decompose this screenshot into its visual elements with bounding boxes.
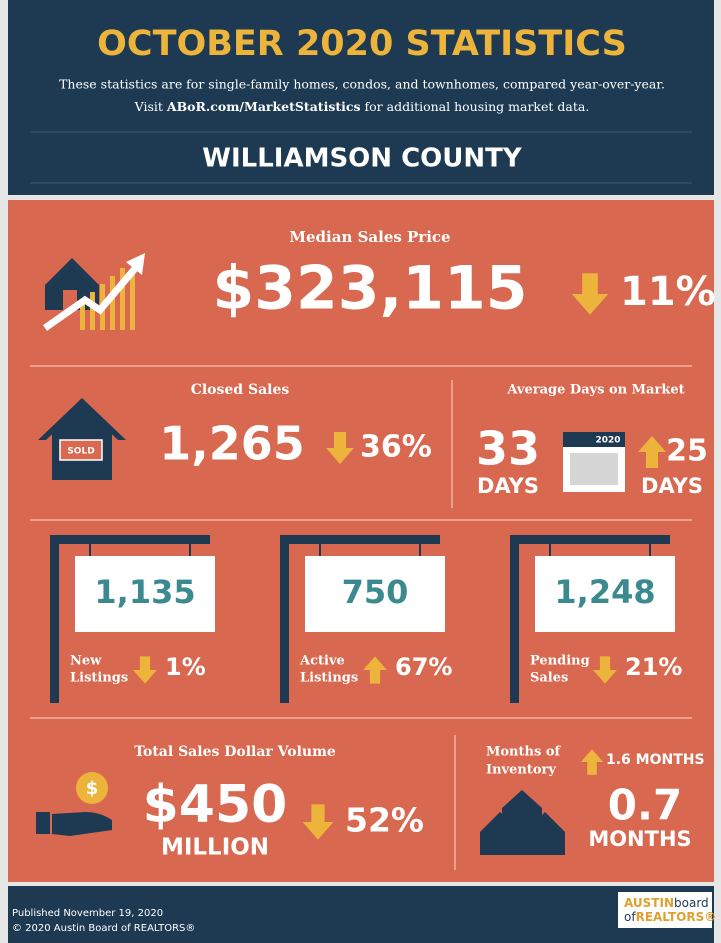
calendar-icon [563, 432, 625, 492]
sign-arm [510, 535, 670, 544]
published: Published November 19, 2020 [12, 908, 163, 919]
metric-unit: MILLION [161, 835, 269, 861]
sign-board [305, 556, 445, 632]
money-hand-icon [36, 772, 112, 836]
metric-label: Sales [530, 671, 568, 686]
metric-label: Average Days on Market [506, 383, 684, 398]
footer-band [8, 886, 714, 943]
metric-value: 0.7 [608, 781, 682, 830]
metric-label: Listings [300, 671, 358, 686]
sign-arm [280, 535, 440, 544]
logo-text: of [624, 910, 636, 924]
arrow-shape [638, 436, 666, 468]
metric-value: 1,135 [94, 573, 195, 611]
sign-post [50, 535, 59, 703]
metric-label: Median Sales Price [289, 228, 450, 246]
metric-label: Inventory [486, 763, 556, 778]
sign-post [280, 535, 289, 703]
icon-text: $ [86, 778, 99, 799]
arrow-shape [571, 273, 609, 315]
houses-icon [480, 790, 565, 855]
metric-change: 25 [666, 434, 708, 469]
change-arrow [593, 656, 617, 684]
header-band [8, 0, 714, 195]
logo: AUSTINboard [624, 896, 709, 910]
metric-label: New [70, 654, 102, 669]
logo: ofREALTORS® [624, 910, 716, 924]
metric-change: 36% [360, 430, 432, 465]
metric-change: 1.6 MONTHS [606, 752, 705, 768]
subtitle: Visit ABoR.com/MarketStatistics for addi… [134, 99, 590, 114]
change-arrow [133, 656, 157, 684]
sold-house-icon [38, 398, 126, 480]
change-arrow [638, 436, 666, 468]
metric-unit: MONTHS [588, 827, 691, 851]
change-arrow [326, 432, 354, 464]
change-arrow [302, 804, 334, 840]
metric-change: 21% [625, 653, 682, 681]
title: OCTOBER 2020 STATISTICS [97, 24, 627, 64]
subtitle-text: Visit [134, 99, 163, 114]
icon-text: SOLD [67, 447, 94, 457]
region: WILLIAMSON COUNTY [202, 144, 523, 174]
sign-board [75, 556, 215, 632]
arrow-shape [133, 656, 157, 684]
calendar-year: 2020 [595, 436, 620, 446]
metric-value: $323,115 [212, 254, 527, 324]
change-arrow [571, 273, 609, 315]
logo-text: board [674, 896, 709, 910]
metric-label: Pending [530, 654, 590, 669]
change-arrow [580, 749, 604, 775]
subtitle-text: for additional housing market data. [365, 99, 590, 114]
logo-text: REALTORS® [636, 910, 717, 924]
metric-label: Active [299, 654, 345, 669]
copyright: © 2020 Austin Board of REALTORS® [12, 923, 195, 934]
metric-label: Closed Sales [191, 382, 290, 398]
link: ABoR.com/MarketStatistics [166, 99, 361, 114]
arrow-shape [326, 432, 354, 464]
metric-value: 1,265 [159, 417, 305, 471]
change-arrow [363, 656, 387, 684]
logo-text: AUSTIN [624, 896, 674, 910]
metric-value: 33 [476, 422, 540, 476]
arrow-shape [593, 656, 617, 684]
metric-value: $450 [143, 775, 288, 835]
arrow-shape [580, 749, 604, 775]
metric-label: Listings [70, 671, 128, 686]
metric-value: 750 [342, 573, 409, 611]
metric-label: Total Sales Dollar Volume [134, 744, 336, 760]
sign-board [535, 556, 675, 632]
metric-change: 1% [165, 653, 206, 681]
metric-unit: DAYS [641, 474, 703, 498]
subtitle: These statistics are for single-family h… [59, 77, 665, 92]
arrow-shape [363, 656, 387, 684]
sign-post [510, 535, 519, 703]
trend-icon [42, 253, 145, 331]
sign-arm [50, 535, 210, 544]
metric-label: Months of [486, 745, 561, 760]
metric-change: 67% [395, 653, 452, 681]
metric-change: 11% [620, 269, 716, 315]
metric-unit: DAYS [477, 474, 539, 498]
metric-change: 52% [345, 801, 424, 840]
metric-value: 1,248 [554, 573, 655, 611]
arrow-shape [302, 804, 334, 840]
logo-box [618, 892, 712, 928]
